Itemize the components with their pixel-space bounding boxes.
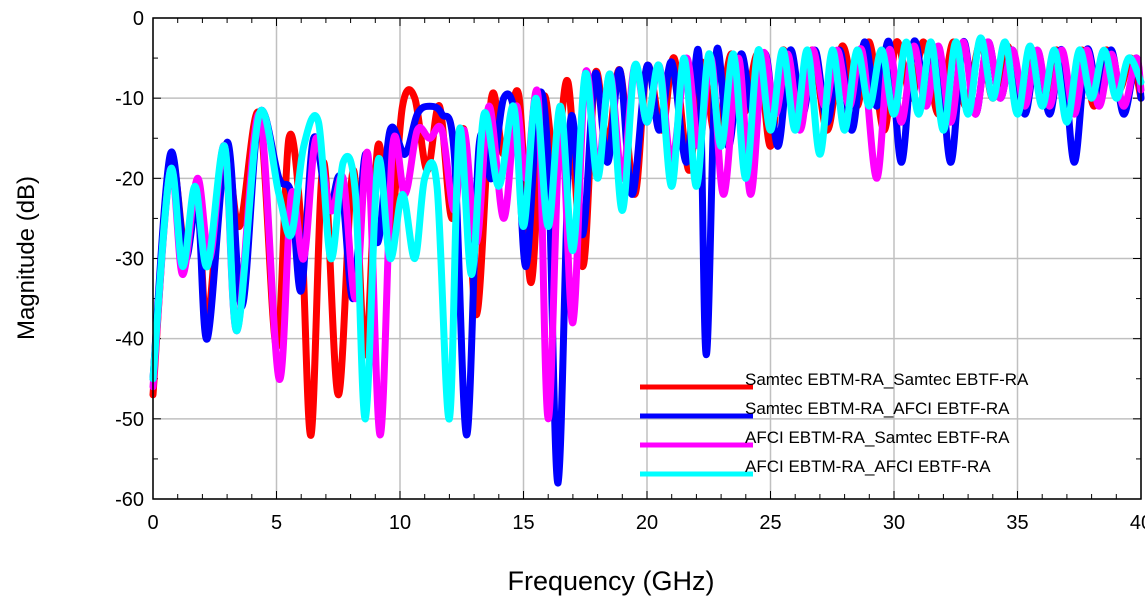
x-tick-labels: 0 5 10 15 20 25 30 35 40 — [147, 512, 1145, 534]
legend-label-3: AFCI EBTM-RA_Samtec EBTF-RA — [745, 428, 1010, 447]
x-tick-label: 25 — [759, 512, 781, 534]
x-tick-label: 0 — [147, 512, 158, 534]
series-layer — [149, 34, 1145, 487]
minor-ticks — [152, 17, 1142, 500]
y-tick-label: -30 — [115, 249, 144, 271]
legend: Samtec EBTM-RA_Samtec EBTF-RA Samtec EBTM… — [640, 370, 1029, 477]
x-tick-label: 10 — [389, 512, 411, 534]
y-tick-labels: 0 -10 -20 -30 -40 -50 -60 — [115, 8, 144, 511]
y-tick-label: -60 — [115, 489, 144, 511]
plot-area-frame — [152, 17, 1142, 500]
y-tick-label: -40 — [115, 329, 144, 351]
y-axis-title: Magnitude (dB) — [13, 176, 40, 340]
legend-label-4: AFCI EBTM-RA_AFCI EBTF-RA — [745, 457, 991, 476]
x-tick-label: 20 — [636, 512, 658, 534]
legend-label-1: Samtec EBTM-RA_Samtec EBTF-RA — [745, 370, 1029, 389]
y-tick-label: -50 — [115, 409, 144, 431]
y-tick-label: -20 — [115, 168, 144, 190]
series-line-4 — [149, 34, 1145, 423]
x-axis-title: Frequency (GHz) — [507, 566, 714, 596]
x-tick-label: 35 — [1006, 512, 1028, 534]
x-tick-label: 40 — [1130, 512, 1145, 534]
y-tick-label: -10 — [115, 88, 144, 110]
x-tick-label: 5 — [271, 512, 282, 534]
x-tick-label: 15 — [512, 512, 534, 534]
y-tick-label: 0 — [133, 8, 144, 30]
legend-label-2: Samtec EBTM-RA_AFCI EBTF-RA — [745, 399, 1010, 418]
x-tick-label: 30 — [883, 512, 905, 534]
